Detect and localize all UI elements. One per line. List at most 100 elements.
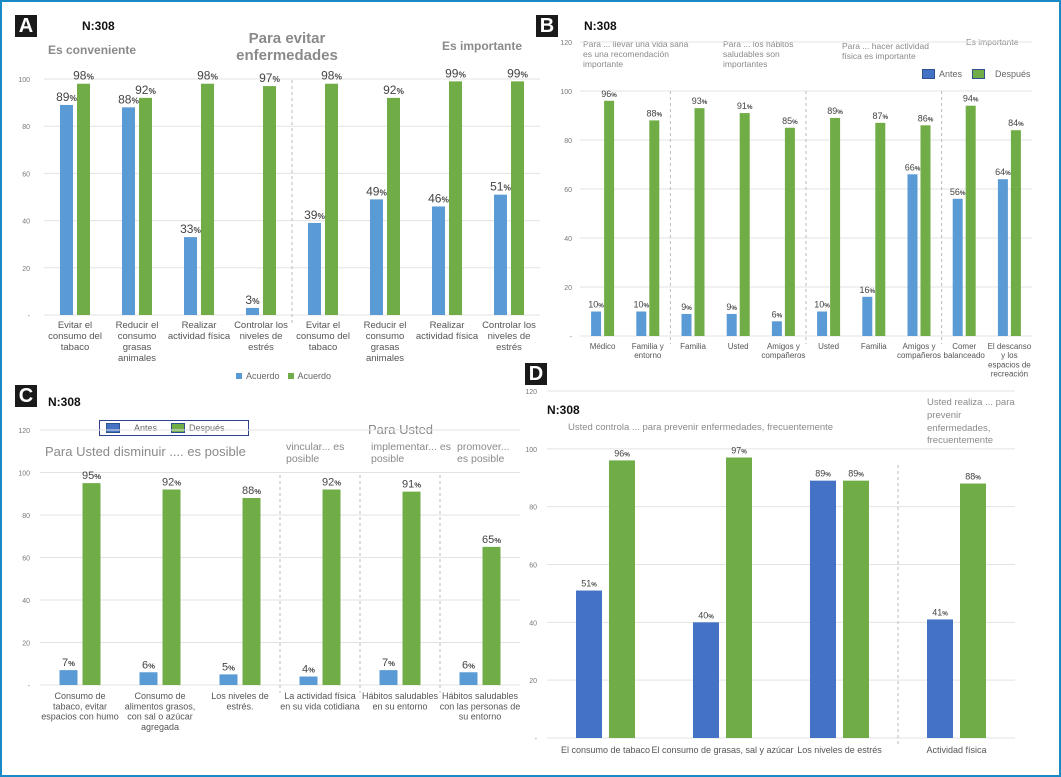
bar-antes <box>862 296 873 336</box>
data-label-antes: 9% <box>681 302 692 312</box>
bar-antes <box>139 672 158 685</box>
data-label-antes: 49% <box>366 184 387 198</box>
y-tick-label: 100 <box>560 89 572 96</box>
data-label-antes: 56% <box>950 187 966 197</box>
data-label-antes: 10% <box>633 300 649 310</box>
category-label: Médico <box>590 342 616 351</box>
bar-antes <box>810 480 836 738</box>
chart-title: Para evitar enfermedades <box>236 30 338 65</box>
category-label: Usted <box>728 342 749 351</box>
legend: Acuerdo Acuerdo <box>236 371 331 381</box>
y-tick-label: 100 <box>18 471 30 478</box>
bar-antes <box>927 619 953 738</box>
bar-despues <box>1010 130 1021 336</box>
y-tick-label: 80 <box>564 138 572 145</box>
bar-despues <box>162 489 181 685</box>
bar-despues <box>322 489 341 685</box>
data-label-antes: 39% <box>304 208 325 222</box>
category-label: Hábitos saludables en su entorno <box>362 691 439 711</box>
legend-label: Acuerdo <box>246 371 280 381</box>
bar-despues <box>739 113 750 336</box>
y-tick-label: 20 <box>529 678 537 685</box>
bar-despues <box>960 483 986 738</box>
data-label-despues: 92% <box>135 83 156 97</box>
bar-despues <box>609 460 635 738</box>
data-label-antes: 88% <box>118 92 139 106</box>
panel-a: A N:308 Para evitar enfermedades Es conv… <box>0 0 540 385</box>
bar-antes <box>591 311 602 336</box>
y-tick-label: 100 <box>18 77 30 84</box>
data-label-despues: 65% <box>482 534 501 546</box>
data-label-despues: 99% <box>445 66 466 80</box>
bar-despues <box>242 498 261 685</box>
legend: Antes Después <box>99 420 249 436</box>
y-tick-label: - <box>28 683 31 690</box>
legend: Antes Después <box>922 69 1031 79</box>
y-tick-label: 40 <box>564 236 572 243</box>
category-label: El consumo de grasas, sal y azúcar <box>651 745 793 755</box>
bar-despues <box>325 83 338 315</box>
data-label-despues: 88% <box>242 485 261 497</box>
group-title: Es conveniente <box>48 43 137 57</box>
bar-antes <box>219 674 238 685</box>
legend-label: Después <box>189 423 225 433</box>
bar-despues <box>139 97 152 315</box>
chart-svg: - 20 40 60 80 100 120 51% 96% El consumo de tabac… <box>525 389 1015 755</box>
data-label-despues: 97% <box>731 446 747 456</box>
n-label: N:308 <box>48 395 81 409</box>
bar-antes <box>907 174 918 336</box>
bar-antes <box>693 622 719 738</box>
data-label-despues: 98% <box>321 69 342 83</box>
data-label-antes: 5% <box>222 661 235 673</box>
category-label: Comer balanceado <box>944 342 986 360</box>
data-label-despues: 85% <box>782 116 798 126</box>
chart-svg: - 20 40 60 80 100 120 10% 96% Médico 10% 88% Familia… <box>560 40 1032 379</box>
data-label-antes: 51% <box>490 180 511 194</box>
bar-despues <box>263 86 276 315</box>
group-title: Para ... hacer actividad física es impor… <box>842 41 929 61</box>
bar-despues <box>77 83 90 315</box>
category-label: Los niveles de estrés. <box>211 691 269 711</box>
category-label: Reducir el consumo grasas animales <box>364 320 407 364</box>
category-label: Hábitos saludables con las personas de su … <box>440 691 521 722</box>
data-label-antes: 64% <box>995 167 1011 177</box>
bar-antes <box>370 199 383 315</box>
y-tick-label: 60 <box>22 556 30 563</box>
data-label-antes: 40% <box>698 610 714 620</box>
data-label-despues: 89% <box>827 106 843 116</box>
bar-antes <box>494 194 507 315</box>
y-tick-label: 40 <box>529 620 537 627</box>
bar-despues <box>726 457 752 738</box>
chart-svg: - 20 40 60 80 100 120 7% 95% Consumo de tabaco, ev… <box>18 428 521 732</box>
category-label: Usted <box>818 342 839 351</box>
data-label-despues: 92% <box>322 477 341 489</box>
data-label-despues: 97% <box>259 71 280 85</box>
bar-antes <box>246 307 259 315</box>
panel-letter-c: C <box>15 385 37 407</box>
category-label: Amigos y compañeros <box>897 342 941 360</box>
group-title: Para Usted disminuir .... es posible <box>45 444 246 459</box>
legend-swatch-antes <box>922 69 935 79</box>
bar-antes <box>432 206 445 315</box>
category-label: Evitar el consumo del tabaco <box>296 320 350 353</box>
data-label-despues: 86% <box>918 113 934 123</box>
bar-despues <box>965 105 976 336</box>
data-label-antes: 89% <box>815 469 831 479</box>
data-label-antes: 9% <box>726 302 737 312</box>
bar-antes <box>952 198 963 336</box>
data-label-despues: 91% <box>737 101 753 111</box>
data-label-antes: 46% <box>428 191 449 205</box>
legend-swatch-antes <box>236 373 242 379</box>
category-label: Evitar el consumo del tabaco <box>48 320 102 353</box>
panel-d: D N:308 Usted controla ... para prevenir… <box>515 363 1061 777</box>
bar-antes <box>997 179 1008 336</box>
y-tick-label: 40 <box>22 219 30 226</box>
data-label-antes: 66% <box>905 162 921 172</box>
data-label-despues: 96% <box>614 448 630 458</box>
data-label-antes: 6% <box>142 659 155 671</box>
category-label: El descanso y los espacios de recreación <box>988 342 1032 379</box>
legend-label: Antes <box>939 69 963 79</box>
bar-antes <box>299 676 318 685</box>
y-tick-label: 120 <box>525 389 537 396</box>
y-tick-label: 100 <box>525 447 537 454</box>
